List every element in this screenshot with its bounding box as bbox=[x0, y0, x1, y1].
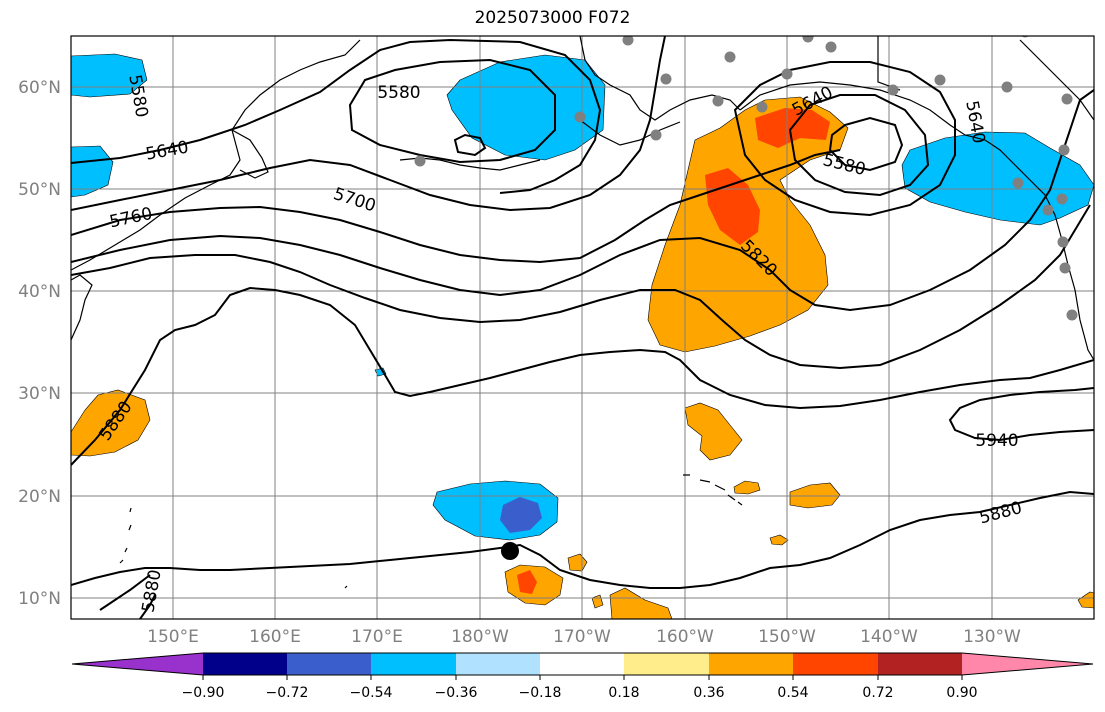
colorbar-tick-label: −0.72 bbox=[266, 685, 309, 701]
map-title: 2025073000 F072 bbox=[474, 8, 631, 28]
anomaly-strong-positive-region bbox=[517, 570, 537, 594]
lon-label: 130°W bbox=[963, 627, 1021, 647]
lat-label: 40°N bbox=[18, 282, 61, 302]
colorbar-tick-label: 0.18 bbox=[608, 685, 639, 701]
colorbar-swatch bbox=[371, 653, 456, 675]
colorbar-tick-label: −0.54 bbox=[350, 685, 393, 701]
lon-label: 160°W bbox=[656, 627, 714, 647]
coastline-gulf bbox=[739, 81, 1094, 361]
anomaly-positive-region bbox=[1077, 591, 1094, 609]
colorbar-swatch bbox=[287, 653, 372, 675]
anomaly-strong-negative-region bbox=[500, 497, 542, 533]
lat-label: 50°N bbox=[18, 180, 61, 200]
contour-line bbox=[733, 61, 956, 217]
coastline-hawaii bbox=[683, 474, 743, 506]
colorbar-tick-label: −0.90 bbox=[182, 685, 225, 701]
colorbar-tick-label: 0.54 bbox=[777, 685, 808, 701]
colorbar-swatch bbox=[203, 653, 288, 675]
contour-line bbox=[71, 149, 841, 264]
coastline-kamchatka bbox=[231, 129, 269, 179]
anomaly-positive-region bbox=[609, 587, 673, 619]
anomaly-positive-region bbox=[71, 389, 151, 457]
colorbar: −0.90 −0.72 −0.54 −0.36 −0.18 0.18 0.36 … bbox=[71, 652, 1094, 701]
colorbar-tick-label: 0.90 bbox=[946, 685, 977, 701]
colorbar-swatch bbox=[456, 653, 541, 675]
lon-label: 140°W bbox=[860, 627, 918, 647]
colorbar-tick-label: −0.18 bbox=[519, 685, 562, 701]
contour-line bbox=[453, 133, 487, 157]
lat-label: 60°N bbox=[18, 78, 61, 98]
anomaly-positive-region bbox=[684, 402, 743, 461]
anomaly-positive-region bbox=[591, 594, 604, 609]
coastline-alaska-west bbox=[579, 36, 741, 121]
map-area bbox=[71, 36, 1094, 619]
lon-label: 170°E bbox=[351, 627, 403, 647]
anomaly-negative-region bbox=[901, 131, 1094, 226]
lon-label: 170°W bbox=[553, 627, 611, 647]
contour-label: 5580 bbox=[377, 83, 420, 103]
colorbar-max-extend bbox=[962, 653, 1093, 675]
colorbar-swatch bbox=[793, 653, 878, 675]
colorbar-tick-label: 0.36 bbox=[693, 685, 724, 701]
lon-label: 180°W bbox=[451, 627, 509, 647]
colorbar-swatch bbox=[878, 653, 963, 675]
latitude-labels: 60°N 50°N 40°N 30°N 20°N 10°N bbox=[18, 78, 61, 609]
colorbar-swatch bbox=[624, 653, 709, 675]
anomaly-positive-region bbox=[567, 553, 588, 572]
coastline-asia bbox=[71, 39, 361, 271]
longitude-labels: 150°E 160°E 170°E 180°W 170°W 160°W 150°… bbox=[147, 627, 1021, 647]
contour-label: 5760 bbox=[108, 204, 154, 233]
contour-label: 5880 bbox=[138, 568, 165, 614]
colorbar-swatch bbox=[709, 653, 794, 675]
contour-line bbox=[788, 94, 930, 197]
contour-line bbox=[71, 38, 602, 194]
colorbar-swatch bbox=[540, 653, 625, 675]
coastline-island-chain bbox=[119, 507, 348, 589]
anomaly-strong-positive-region bbox=[705, 168, 760, 245]
contour-line bbox=[71, 286, 1094, 466]
anomaly-positive-region bbox=[733, 480, 761, 495]
map-frame bbox=[70, 35, 1095, 620]
contour-line bbox=[348, 58, 556, 164]
contour-line bbox=[71, 490, 1094, 589]
contour-label: 5580 bbox=[821, 150, 868, 180]
anomaly-negative-region bbox=[446, 54, 606, 161]
contour-line bbox=[71, 204, 1091, 370]
gridlines bbox=[71, 36, 1094, 619]
coastline-japan bbox=[71, 274, 93, 341]
colorbar-tick-label: 0.72 bbox=[862, 685, 893, 701]
lon-label: 150°E bbox=[147, 627, 199, 647]
height-contours bbox=[71, 36, 1094, 619]
lat-label: 30°N bbox=[18, 384, 61, 404]
contour-label: 5940 bbox=[975, 431, 1018, 451]
contour-line bbox=[99, 574, 156, 619]
contour-line bbox=[71, 89, 1094, 312]
anomaly-negative-region bbox=[71, 145, 114, 198]
contour-line bbox=[71, 36, 666, 212]
contour-label: 5640 bbox=[144, 137, 190, 164]
contour-label: 5880 bbox=[977, 498, 1024, 529]
lat-label: 10°N bbox=[18, 589, 61, 609]
station-dots bbox=[414, 36, 1078, 321]
contour-line bbox=[948, 387, 1094, 442]
lat-label: 20°N bbox=[18, 487, 61, 507]
lon-label: 160°E bbox=[249, 627, 301, 647]
colorbar-min-extend bbox=[72, 653, 203, 675]
colorbar-tick-label: −0.36 bbox=[435, 685, 478, 701]
lon-label: 150°W bbox=[758, 627, 816, 647]
coastline-canada bbox=[1019, 39, 1094, 121]
contour-label: 5580 bbox=[124, 73, 151, 119]
location-marker bbox=[501, 542, 519, 560]
contour-line bbox=[828, 116, 904, 172]
anomaly-positive-region bbox=[769, 534, 789, 546]
